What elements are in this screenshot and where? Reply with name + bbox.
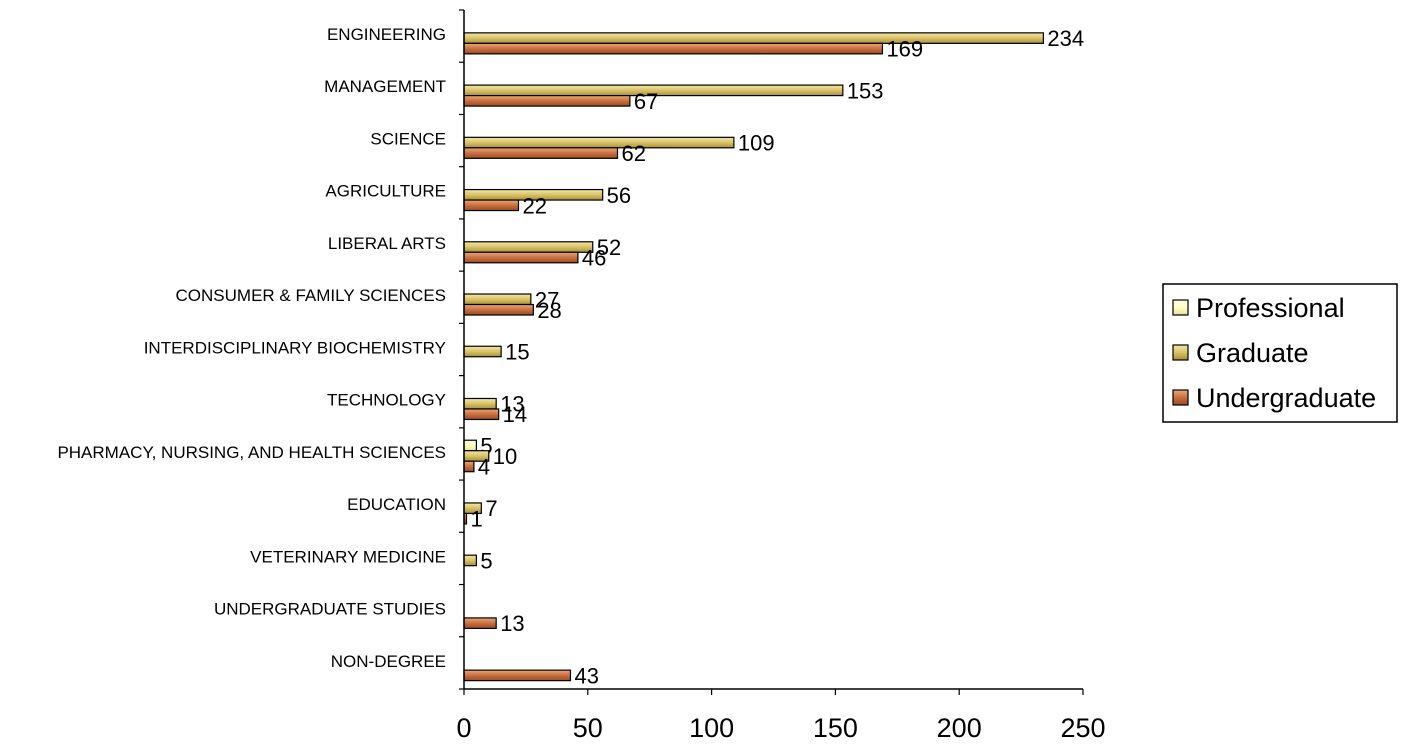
bar-undergraduate — [463, 199, 520, 212]
x-tick-label: 150 — [813, 713, 858, 743]
data-label-graduate: 5 — [480, 548, 492, 573]
x-tick-label: 250 — [1060, 713, 1105, 743]
data-label-undergraduate: 46 — [582, 246, 606, 271]
bar-graduate — [463, 397, 497, 410]
category-label: TECHNOLOGY — [327, 391, 446, 410]
category-label: VETERINARY MEDICINE — [250, 547, 446, 566]
bar-undergraduate — [463, 617, 497, 630]
bar-graduate — [463, 32, 1044, 44]
data-label-undergraduate: 67 — [634, 89, 658, 114]
legend-swatch-professional — [1172, 299, 1189, 316]
data-label-graduate: 56 — [607, 183, 631, 208]
data-label-graduate: 52 — [597, 235, 621, 260]
legend-label-graduate: Graduate — [1196, 338, 1309, 368]
x-tick-label: 50 — [573, 713, 603, 743]
data-label-undergraduate: 1 — [470, 507, 482, 532]
data-label-graduate: 7 — [485, 496, 497, 521]
legend-box — [1162, 283, 1398, 423]
data-label-undergraduate: 169 — [886, 37, 923, 62]
bar-undergraduate — [463, 42, 884, 55]
legend-swatch-undergraduate — [1172, 389, 1189, 406]
bar-undergraduate — [463, 251, 579, 264]
x-tick-label: 200 — [937, 713, 982, 743]
data-label-graduate: 10 — [493, 444, 517, 469]
plot-area: 234 169 ENGINEERING 153 67 MANAGEMENT 109 62 SCI… — [57, 9, 1106, 743]
category-label: INTERDISCIPLINARY BIOCHEMISTRY — [144, 338, 446, 357]
bar-undergraduate — [463, 408, 500, 421]
bar-undergraduate — [463, 669, 572, 682]
data-label-undergraduate: 28 — [537, 298, 561, 323]
data-label-graduate: 153 — [847, 78, 884, 103]
category-label: EDUCATION — [347, 495, 446, 514]
category-label: MANAGEMENT — [324, 77, 446, 96]
bar-graduate — [463, 554, 477, 567]
data-label-undergraduate: 4 — [478, 454, 490, 479]
bar-graduate — [463, 345, 502, 358]
data-label-undergraduate: 13 — [500, 611, 524, 636]
category-label: PHARMACY, NURSING, AND HEALTH SCIENCES — [57, 443, 446, 462]
x-tick-label: 100 — [689, 713, 734, 743]
legend: Professional Graduate Undergraduate — [1162, 283, 1398, 423]
legend-label-undergraduate: Undergraduate — [1196, 383, 1376, 413]
bar-graduate — [463, 241, 594, 253]
category-label: UNDERGRADUATE STUDIES — [214, 600, 446, 619]
bar-undergraduate — [463, 94, 631, 107]
data-label-undergraduate: 62 — [622, 141, 646, 166]
bar-graduate — [463, 293, 532, 306]
data-label-undergraduate: 22 — [522, 193, 546, 218]
bar-graduate — [463, 136, 735, 149]
data-label-graduate: 13 — [500, 392, 524, 417]
data-label-graduate: 15 — [505, 340, 529, 365]
data-label-undergraduate: 14 — [503, 402, 527, 427]
bar-undergraduate — [463, 147, 619, 159]
category-label: NON-DEGREE — [331, 652, 446, 671]
legend-swatch-graduate — [1172, 344, 1189, 361]
category-label: AGRICULTURE — [325, 182, 446, 201]
data-label-graduate: 109 — [738, 131, 775, 156]
category-label: ENGINEERING — [327, 25, 446, 44]
data-label-graduate: 234 — [1047, 26, 1084, 51]
legend-label-professional: Professional — [1196, 293, 1345, 323]
x-tick-label: 0 — [456, 713, 471, 743]
category-label: CONSUMER & FAMILY SCIENCES — [176, 286, 446, 305]
category-label: SCIENCE — [370, 129, 446, 148]
bar-professional — [463, 439, 477, 452]
data-label-undergraduate: 43 — [574, 663, 598, 688]
category-label: LIBERAL ARTS — [328, 234, 446, 253]
bar-undergraduate — [463, 460, 475, 473]
bar-undergraduate — [463, 303, 534, 316]
data-label-graduate: 27 — [535, 287, 559, 312]
